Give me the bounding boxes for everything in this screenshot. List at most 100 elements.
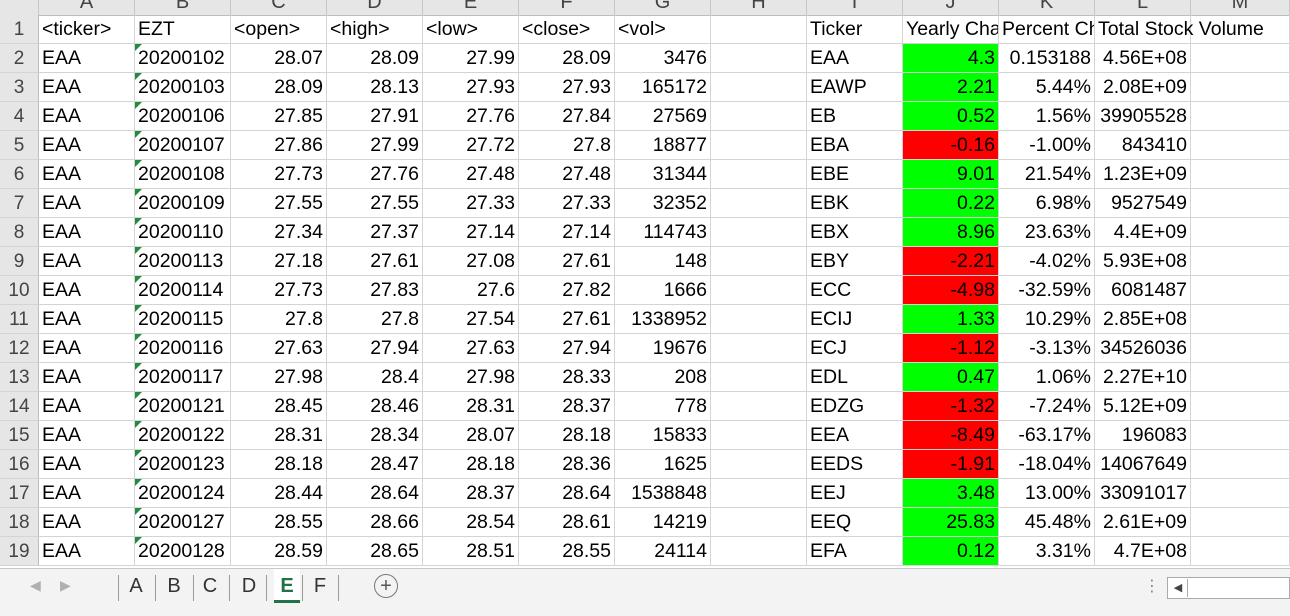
cell-k4[interactable]: 1.56% <box>999 102 1095 131</box>
cell-l17[interactable]: 33091017 <box>1095 479 1191 508</box>
cell-k13[interactable]: 1.06% <box>999 363 1095 392</box>
cell-a12[interactable]: EAA <box>39 334 135 363</box>
cell-i5[interactable]: EBA <box>807 131 903 160</box>
cell-h17[interactable] <box>711 479 807 508</box>
cell-h13[interactable] <box>711 363 807 392</box>
cell-j14[interactable]: -1.32 <box>903 392 999 421</box>
cell-c4[interactable]: 27.85 <box>231 102 327 131</box>
cell-i1[interactable]: Ticker <box>807 15 903 44</box>
cell-d16[interactable]: 28.47 <box>327 450 423 479</box>
cell-f15[interactable]: 28.18 <box>519 421 615 450</box>
cell-e10[interactable]: 27.6 <box>423 276 519 305</box>
cell-a15[interactable]: EAA <box>39 421 135 450</box>
cell-c2[interactable]: 28.07 <box>231 44 327 73</box>
cell-a19[interactable]: EAA <box>39 537 135 566</box>
cell-a9[interactable]: EAA <box>39 247 135 276</box>
cell-c5[interactable]: 27.86 <box>231 131 327 160</box>
cell-j5[interactable]: -0.16 <box>903 131 999 160</box>
cell-g7[interactable]: 32352 <box>615 189 711 218</box>
cell-k11[interactable]: 10.29% <box>999 305 1095 334</box>
cell-j15[interactable]: -8.49 <box>903 421 999 450</box>
cell-m10[interactable] <box>1191 276 1290 305</box>
cell-m6[interactable] <box>1191 160 1290 189</box>
cell-g13[interactable]: 208 <box>615 363 711 392</box>
cell-g4[interactable]: 27569 <box>615 102 711 131</box>
cell-b14[interactable]: 20200121 <box>135 392 231 421</box>
cell-e19[interactable]: 28.51 <box>423 537 519 566</box>
column-header-d[interactable]: D <box>327 0 423 15</box>
cell-f19[interactable]: 28.55 <box>519 537 615 566</box>
cell-h6[interactable] <box>711 160 807 189</box>
cell-l1[interactable]: Total Stock Volume <box>1095 15 1264 44</box>
cell-c9[interactable]: 27.18 <box>231 247 327 276</box>
cell-g8[interactable]: 114743 <box>615 218 711 247</box>
cell-h12[interactable] <box>711 334 807 363</box>
sheet-tab-e[interactable]: E <box>274 569 300 603</box>
cell-h11[interactable] <box>711 305 807 334</box>
cell-f17[interactable]: 28.64 <box>519 479 615 508</box>
cell-e1[interactable]: <low> <box>423 15 519 44</box>
cell-a16[interactable]: EAA <box>39 450 135 479</box>
cell-d17[interactable]: 28.64 <box>327 479 423 508</box>
sheet-tab-b[interactable]: B <box>167 575 181 597</box>
cell-g10[interactable]: 1666 <box>615 276 711 305</box>
cell-a13[interactable]: EAA <box>39 363 135 392</box>
cell-d12[interactable]: 27.94 <box>327 334 423 363</box>
cell-f8[interactable]: 27.14 <box>519 218 615 247</box>
cell-c12[interactable]: 27.63 <box>231 334 327 363</box>
row-number[interactable]: 18 <box>0 508 39 537</box>
sheet-tab-c[interactable]: C <box>202 575 218 597</box>
cell-j19[interactable]: 0.12 <box>903 537 999 566</box>
more-options-icon[interactable]: ⋮ <box>1144 578 1160 595</box>
cell-j10[interactable]: -4.98 <box>903 276 999 305</box>
cell-b8[interactable]: 20200110 <box>135 218 231 247</box>
cell-i9[interactable]: EBY <box>807 247 903 276</box>
cell-h3[interactable] <box>711 73 807 102</box>
row-number[interactable]: 17 <box>0 479 39 508</box>
cell-c13[interactable]: 27.98 <box>231 363 327 392</box>
row-number[interactable]: 6 <box>0 160 39 189</box>
cell-k16[interactable]: -18.04% <box>999 450 1095 479</box>
cell-d1[interactable]: <high> <box>327 15 423 44</box>
cell-m18[interactable] <box>1191 508 1290 537</box>
cell-d10[interactable]: 27.83 <box>327 276 423 305</box>
cell-j13[interactable]: 0.47 <box>903 363 999 392</box>
cell-e8[interactable]: 27.14 <box>423 218 519 247</box>
cell-k9[interactable]: -4.02% <box>999 247 1095 276</box>
cell-m17[interactable] <box>1191 479 1290 508</box>
cell-c7[interactable]: 27.55 <box>231 189 327 218</box>
cell-c1[interactable]: <open> <box>231 15 327 44</box>
cell-e9[interactable]: 27.08 <box>423 247 519 276</box>
row-number[interactable]: 14 <box>0 392 39 421</box>
cell-f13[interactable]: 28.33 <box>519 363 615 392</box>
cell-l15[interactable]: 196083 <box>1095 421 1191 450</box>
cell-h8[interactable] <box>711 218 807 247</box>
cell-g3[interactable]: 165172 <box>615 73 711 102</box>
cell-a4[interactable]: EAA <box>39 102 135 131</box>
cell-d7[interactable]: 27.55 <box>327 189 423 218</box>
cell-g15[interactable]: 15833 <box>615 421 711 450</box>
cell-i6[interactable]: EBE <box>807 160 903 189</box>
cell-f12[interactable]: 27.94 <box>519 334 615 363</box>
cell-a10[interactable]: EAA <box>39 276 135 305</box>
cell-j9[interactable]: -2.21 <box>903 247 999 276</box>
cell-j18[interactable]: 25.83 <box>903 508 999 537</box>
cell-c11[interactable]: 27.8 <box>231 305 327 334</box>
cell-l10[interactable]: 6081487 <box>1095 276 1191 305</box>
cell-k18[interactable]: 45.48% <box>999 508 1095 537</box>
cell-d15[interactable]: 28.34 <box>327 421 423 450</box>
row-number[interactable]: 10 <box>0 276 39 305</box>
cell-l13[interactable]: 2.27E+10 <box>1095 363 1191 392</box>
column-header-h[interactable]: H <box>711 0 807 15</box>
cell-f4[interactable]: 27.84 <box>519 102 615 131</box>
cell-g17[interactable]: 1538848 <box>615 479 711 508</box>
cell-h14[interactable] <box>711 392 807 421</box>
cell-e2[interactable]: 27.99 <box>423 44 519 73</box>
cell-c6[interactable]: 27.73 <box>231 160 327 189</box>
cell-a8[interactable]: EAA <box>39 218 135 247</box>
cell-i15[interactable]: EEA <box>807 421 903 450</box>
cell-m3[interactable] <box>1191 73 1290 102</box>
cell-b19[interactable]: 20200128 <box>135 537 231 566</box>
cell-m16[interactable] <box>1191 450 1290 479</box>
cell-c14[interactable]: 28.45 <box>231 392 327 421</box>
